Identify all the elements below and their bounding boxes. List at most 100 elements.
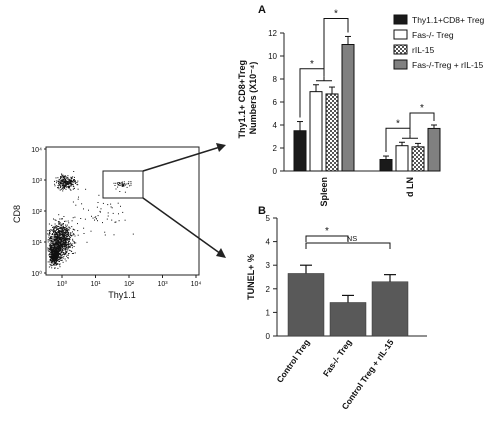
flow-dot xyxy=(59,250,61,252)
flow-dot xyxy=(64,227,66,229)
flow-dot xyxy=(91,215,92,217)
flow-dot xyxy=(52,244,54,246)
flow-dot xyxy=(62,174,64,176)
flow-dot xyxy=(52,252,54,254)
flow-dot xyxy=(53,244,55,246)
flow-dot xyxy=(59,218,61,220)
flow-dot xyxy=(54,267,56,269)
flow-dot xyxy=(72,201,74,203)
flow-dot xyxy=(61,243,63,245)
flow-dot xyxy=(58,228,60,230)
flow-dot xyxy=(63,237,64,239)
flow-dot xyxy=(65,240,67,242)
flow-dot xyxy=(65,180,67,182)
flow-dot xyxy=(63,180,65,182)
flow-dot xyxy=(102,202,104,204)
flow-dot xyxy=(70,183,72,185)
flow-dot xyxy=(62,224,64,226)
flow-dot xyxy=(57,246,59,248)
flow-dot xyxy=(58,235,60,237)
flow-dot xyxy=(52,229,54,231)
flow-dot xyxy=(62,242,64,244)
flow-dot xyxy=(122,184,124,186)
panel-a-legend: Thy1.1+CD8+ Treg Fas-/- Treg rIL-15 Fas-/-T… xyxy=(393,14,485,70)
flow-dot xyxy=(61,229,63,231)
flow-dot xyxy=(67,182,69,184)
flow-dot xyxy=(65,230,67,232)
flow-dot xyxy=(59,237,61,239)
flow-dot xyxy=(71,178,73,179)
flow-dot xyxy=(67,249,69,251)
flow-dot xyxy=(67,234,68,236)
flow-dot xyxy=(63,187,65,189)
flow-dot xyxy=(60,179,62,181)
flow-dot xyxy=(62,247,63,249)
flow-dot xyxy=(50,261,52,263)
flow-dot xyxy=(57,238,59,240)
flow-dot xyxy=(60,226,62,228)
flow-dot xyxy=(60,232,62,234)
flow-dot xyxy=(52,262,54,264)
flow-dot xyxy=(66,230,68,231)
flow-dot xyxy=(61,234,63,236)
flow-dot xyxy=(72,228,74,230)
flow-dot xyxy=(62,180,64,182)
flow-dot xyxy=(60,230,61,232)
flow-dot xyxy=(64,185,65,187)
flow-dot xyxy=(59,253,61,255)
flow-dot xyxy=(64,180,65,182)
flow-dot xyxy=(53,259,55,261)
flow-dot xyxy=(67,238,69,240)
flow-dot xyxy=(122,183,124,185)
panel-b-bar xyxy=(287,273,325,337)
flow-dot xyxy=(52,253,53,255)
flow-dot xyxy=(62,239,64,241)
flow-dot xyxy=(53,253,55,255)
flow-dot xyxy=(51,241,53,243)
flow-dot xyxy=(49,231,51,233)
flow-dot xyxy=(55,241,57,243)
flow-y-tick-label: 10³ xyxy=(32,178,43,185)
flow-dot xyxy=(58,230,59,232)
flow-dot xyxy=(107,204,109,206)
panel-a-y-tick-label: 2 xyxy=(273,144,278,153)
flow-dot xyxy=(67,181,69,183)
flow-dot xyxy=(68,186,70,188)
flow-dot xyxy=(70,178,72,180)
flow-dot xyxy=(49,239,51,241)
flow-dot xyxy=(53,256,55,258)
flow-dot xyxy=(124,191,126,193)
flow-dot xyxy=(50,264,52,266)
flow-dot xyxy=(51,267,53,269)
flow-dot xyxy=(58,227,60,229)
flow-dot xyxy=(57,240,59,242)
flow-dot xyxy=(130,182,132,184)
flow-dot xyxy=(70,232,72,234)
panel-a-ylabel-line1: Thy1.1+ CD8+Treg xyxy=(237,60,247,139)
flow-dot xyxy=(52,255,54,257)
flow-dot xyxy=(60,259,61,261)
flow-dot xyxy=(48,236,50,238)
flow-dot xyxy=(123,181,125,183)
flow-dot xyxy=(66,246,68,248)
flow-dot xyxy=(61,176,62,178)
flow-dot xyxy=(57,177,59,179)
flow-dot xyxy=(68,222,70,224)
flow-dot xyxy=(48,233,50,235)
flow-dot xyxy=(61,248,63,250)
flow-dot xyxy=(64,243,66,245)
flow-dot xyxy=(50,258,52,260)
flow-dot xyxy=(68,236,70,237)
flow-dot xyxy=(121,181,123,183)
panel-a-bar xyxy=(341,44,355,172)
flow-dot xyxy=(57,244,59,245)
flow-dot xyxy=(53,250,55,252)
flow-dot xyxy=(71,183,73,185)
flow-dot xyxy=(54,254,56,255)
flow-dot xyxy=(64,175,66,177)
flow-dot xyxy=(99,211,101,213)
flow-dot xyxy=(52,230,54,232)
flow-dot xyxy=(58,237,59,239)
flow-dot xyxy=(64,245,66,247)
flow-dot xyxy=(57,185,59,186)
